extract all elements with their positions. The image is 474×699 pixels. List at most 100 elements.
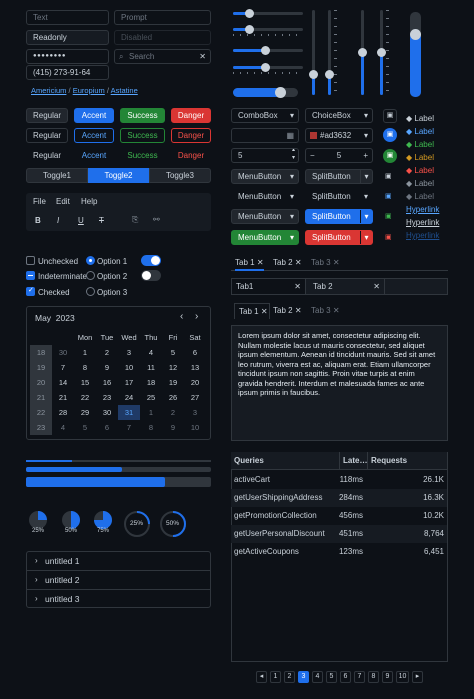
calendar-day[interactable]: 21 bbox=[58, 393, 68, 402]
calendar-day[interactable]: 27 bbox=[190, 393, 200, 402]
page-next-button[interactable]: ▸ bbox=[412, 671, 423, 683]
calendar-day[interactable]: 9 bbox=[104, 363, 110, 372]
date-picker[interactable]: ▦ bbox=[231, 128, 299, 143]
calendar-day[interactable]: 6 bbox=[192, 348, 198, 357]
image-icon-flat-danger[interactable]: ▣ bbox=[385, 234, 392, 241]
breadcrumb-item[interactable]: Europium bbox=[72, 86, 105, 95]
calendar-day[interactable]: 17 bbox=[124, 378, 134, 387]
chevron-down-icon[interactable]: ▾ bbox=[360, 210, 372, 223]
slider-knob[interactable] bbox=[261, 46, 270, 55]
chevron-down-icon[interactable]: ▾ bbox=[360, 231, 372, 244]
chevron-down-icon[interactable]: ▾ bbox=[363, 192, 368, 201]
calendar-day[interactable]: 30 bbox=[102, 408, 112, 417]
italic-icon[interactable]: I bbox=[57, 216, 60, 225]
calendar-day-selected[interactable]: 31 bbox=[118, 405, 140, 420]
close-icon[interactable]: ✕ bbox=[294, 282, 301, 291]
toggle1-button[interactable]: Toggle1 bbox=[26, 168, 88, 183]
tab-1[interactable]: Tab 1 ✕ bbox=[235, 258, 264, 271]
calendar-day[interactable]: 25 bbox=[146, 393, 156, 402]
tab-1[interactable]: Tab1 ✕ bbox=[232, 279, 306, 294]
toggle2-button[interactable]: Toggle2 bbox=[88, 168, 149, 183]
option3-radio[interactable] bbox=[86, 287, 95, 296]
calendar-day[interactable]: 14 bbox=[58, 378, 68, 387]
calendar-day[interactable]: 24 bbox=[124, 393, 134, 402]
split-button[interactable]: SplitButton ▾ bbox=[305, 169, 373, 184]
choicebox[interactable]: ChoiceBox ▾ bbox=[305, 108, 373, 123]
calendar-day[interactable]: 4 bbox=[148, 348, 154, 357]
image-icon-flat[interactable]: ▣ bbox=[385, 173, 392, 180]
calendar-day[interactable]: 2 bbox=[170, 408, 176, 417]
danger-outline-button[interactable]: Danger bbox=[171, 128, 211, 143]
option1-radio[interactable] bbox=[86, 256, 95, 265]
regular-button[interactable]: Regular bbox=[26, 108, 68, 123]
calendar-day[interactable]: 4 bbox=[60, 423, 66, 432]
clear-icon[interactable]: ✕ bbox=[199, 52, 206, 61]
spin-arrows-icon[interactable]: ▴ ▾ bbox=[291, 148, 295, 161]
calendar-day[interactable]: 1 bbox=[82, 348, 88, 357]
tab-2[interactable]: Tab 2 ✕ bbox=[307, 279, 385, 294]
split-button-danger[interactable]: SplitButton ▾ bbox=[305, 230, 373, 245]
tab-2[interactable]: Tab 2 ✕ bbox=[273, 306, 302, 315]
tab-3[interactable]: Tab 3 ✕ bbox=[311, 306, 340, 315]
page-button[interactable]: 10 bbox=[396, 671, 409, 683]
calendar-day[interactable]: 28 bbox=[58, 408, 68, 417]
image-icon-flat-accent[interactable]: ▣ bbox=[385, 193, 392, 200]
menu-button-flat[interactable]: MenuButton ▾ bbox=[231, 189, 299, 204]
calendar-day[interactable]: 29 bbox=[80, 408, 90, 417]
accent-button[interactable]: Accent bbox=[74, 108, 114, 123]
column-header[interactable]: Requests bbox=[367, 452, 407, 470]
calendar-day[interactable]: 7 bbox=[60, 363, 66, 372]
calendar-day[interactable]: 20 bbox=[190, 378, 200, 387]
calendar-day[interactable]: 9 bbox=[170, 423, 176, 432]
page-prev-button[interactable]: ◂ bbox=[256, 671, 267, 683]
slider-track[interactable] bbox=[233, 28, 303, 31]
accent-outline-button[interactable]: Accent bbox=[74, 128, 114, 143]
table-row[interactable]: getUserShippingAddress 284ms 16.3K bbox=[231, 489, 447, 507]
image-icon-button-success[interactable]: ▣ bbox=[383, 149, 397, 163]
indeterminate-checkbox[interactable] bbox=[26, 271, 35, 280]
calendar-day[interactable]: 18 bbox=[146, 378, 156, 387]
vslider-knob[interactable] bbox=[377, 48, 386, 57]
hyperlink-visited[interactable]: Hyperlink bbox=[406, 218, 440, 227]
table-row[interactable]: getUserPersonalDiscount 451ms 8,764 bbox=[231, 525, 447, 543]
search-input[interactable]: ⌕ Search ✕ bbox=[114, 49, 211, 64]
close-icon[interactable]: ✕ bbox=[373, 282, 380, 291]
page-button[interactable]: 4 bbox=[312, 671, 323, 683]
close-icon[interactable]: ✕ bbox=[332, 258, 340, 267]
switch-off[interactable] bbox=[141, 270, 161, 281]
calendar-day[interactable]: 2 bbox=[104, 348, 110, 357]
slider-knob[interactable] bbox=[275, 87, 286, 98]
unchecked-checkbox[interactable] bbox=[26, 256, 35, 265]
danger-flat-button[interactable]: Danger bbox=[177, 151, 205, 160]
calendar-day[interactable]: 8 bbox=[148, 423, 154, 432]
table-row[interactable]: getActiveCoupons 123ms 6,451 bbox=[231, 543, 447, 561]
calendar-day[interactable]: 3 bbox=[126, 348, 132, 357]
attach-icon[interactable]: ⎘ bbox=[132, 215, 139, 224]
vslider-knob[interactable] bbox=[309, 70, 318, 79]
underline-icon[interactable]: U bbox=[78, 216, 84, 225]
calendar-day[interactable]: 16 bbox=[102, 378, 112, 387]
calendar-day[interactable]: 23 bbox=[102, 393, 112, 402]
calendar-day[interactable]: 30 bbox=[58, 348, 68, 357]
text-area[interactable]: Lorem ipsum dolor sit amet, consectetur … bbox=[231, 325, 448, 441]
calendar-day[interactable]: 3 bbox=[192, 408, 198, 417]
page-button[interactable]: 6 bbox=[340, 671, 351, 683]
tab-3[interactable]: Tab 3 ✕ bbox=[311, 258, 340, 267]
vslider-knob[interactable] bbox=[358, 48, 367, 57]
calendar-day[interactable]: 7 bbox=[126, 423, 132, 432]
chevron-down-icon[interactable]: ▾ bbox=[360, 170, 372, 183]
page-button[interactable]: 2 bbox=[284, 671, 295, 683]
calendar-day[interactable]: 10 bbox=[190, 423, 200, 432]
spinner-split[interactable]: − 5 + bbox=[305, 148, 373, 163]
close-icon[interactable]: ✕ bbox=[294, 306, 302, 315]
page-button[interactable]: 8 bbox=[368, 671, 379, 683]
calendar-day[interactable]: 26 bbox=[168, 393, 178, 402]
password-input[interactable]: ●●●●●●●● bbox=[26, 49, 109, 64]
breadcrumb-item[interactable]: Americium bbox=[31, 86, 67, 95]
page-button[interactable]: 1 bbox=[270, 671, 281, 683]
hyperlink[interactable]: Hyperlink bbox=[406, 205, 440, 214]
accent-flat-button[interactable]: Accent bbox=[81, 151, 107, 160]
column-header[interactable]: Late… bbox=[339, 452, 367, 470]
success-flat-button[interactable]: Success bbox=[127, 151, 158, 160]
success-button[interactable]: Success bbox=[120, 108, 165, 123]
